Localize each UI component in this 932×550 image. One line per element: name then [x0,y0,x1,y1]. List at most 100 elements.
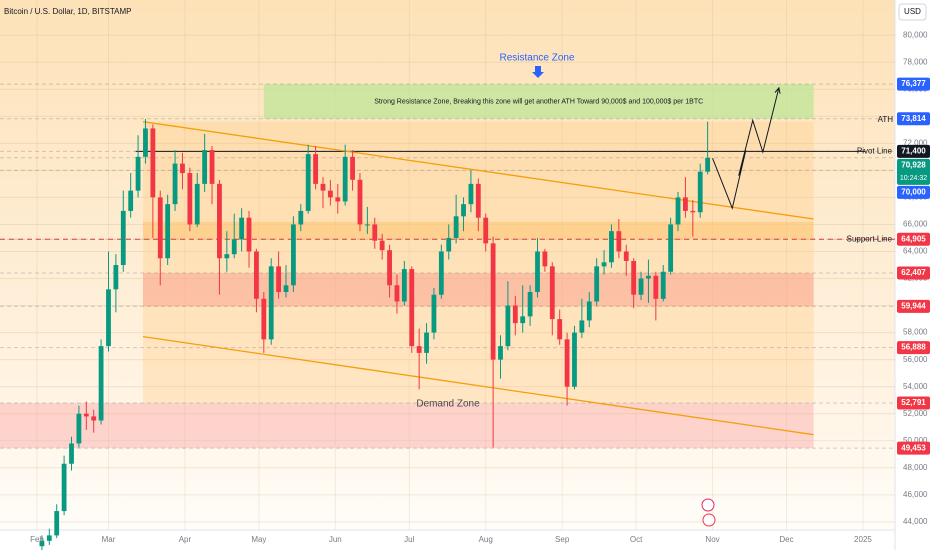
event-icon [701,498,715,512]
candle-body [483,217,489,244]
candle-body [572,332,577,387]
y-tick-label: 66,000 [903,220,928,229]
annotation: Demand Zone [416,399,480,410]
candle-body [165,204,171,259]
candle-body [601,262,607,267]
candle-body [172,163,178,205]
candle-body [364,224,370,226]
candle-body [557,319,563,340]
candle-body [653,275,659,299]
candle-body [424,332,429,353]
price-badge-label: 59,944 [901,301,926,310]
price-badge-label: 64,905 [901,234,926,243]
x-tick-label: Aug [479,535,493,544]
currency[interactable]: USD [904,7,921,16]
candle-body [512,305,518,324]
candle-body [357,179,363,225]
price-badge-label: 52,791 [901,398,926,407]
zone [143,121,814,404]
projection-path [712,87,780,210]
x-tick-label: Apr [179,535,192,544]
price-badge [897,341,930,355]
candle-body [416,346,422,353]
x-tick-label: Jul [404,535,414,544]
price-badge [897,232,930,246]
candle-body [268,266,274,340]
price-badge [897,158,930,185]
projection-arrowhead [774,86,781,94]
annotation-arrow [532,66,544,78]
candle-body [128,190,134,211]
price-badge [897,441,930,455]
pivot-label: Pivot Line [857,147,893,156]
x-tick-label: Oct [630,535,643,544]
candle-body [564,339,570,387]
candle-body [313,154,318,184]
x-tick-label: Sep [555,535,570,544]
candle-body [705,157,711,172]
annotation: ATH [878,115,894,124]
candle-body [120,210,126,265]
y-tick-label: 52,000 [903,409,928,418]
candle-body [468,183,474,205]
candle-body [372,224,378,241]
price-badge-label: 76,377 [901,79,926,88]
chart-title: Bitcoin / U.S. Dollar, 1D, BITSTAMP [4,7,131,16]
y-tick-label: 46,000 [903,490,928,499]
candle-body [520,316,526,324]
candle-body [194,183,200,225]
candle-body [394,285,400,302]
time-axis-background [0,530,895,550]
candle-body [209,150,215,184]
candle-body [379,240,385,251]
channel-line [142,336,814,436]
candle-body [660,271,666,299]
candle-body [143,128,148,157]
candle-body [409,269,415,347]
candle-body [535,251,540,293]
x-tick-label: Mar [102,535,116,544]
price-badge-label: 71,400 [901,147,926,156]
support-label: Support Line [847,234,893,243]
candle-body [453,216,459,238]
candle-body [387,250,392,286]
price-badge [897,299,930,313]
candle-body [327,190,333,198]
candle-body [638,278,644,295]
price-badge [897,266,930,280]
candle-body [586,301,592,321]
candle-body [276,266,282,293]
candle-body [106,289,111,347]
candle-body [668,224,674,272]
candle-body [505,305,511,347]
y-tick-label: 56,000 [903,355,928,364]
candle-body [438,251,444,295]
candle-body [446,237,452,252]
candle-body [298,210,304,225]
candle-body [549,266,555,320]
y-tick-label: 78,000 [903,57,928,66]
candle-body [683,197,688,211]
y-tick-label: 58,000 [903,328,928,337]
countdown: 10:24:32 [900,175,927,182]
candle-body [631,260,637,295]
candle-body [350,156,355,180]
candle-body [69,443,74,464]
price-badge-label: 56,888 [901,343,926,352]
candle-body [135,156,141,191]
x-tick-label: Dec [779,535,793,544]
price-badge [897,396,930,410]
y-tick-label: 80,000 [903,30,928,39]
candle-body [39,540,45,547]
candle-body [83,413,89,417]
y-tick-label: 50,000 [903,436,928,445]
currency-button[interactable] [898,3,927,21]
candle-body [623,251,629,261]
annotation: Resistance Zone [499,53,574,64]
candle-body [113,265,119,290]
price-badge-label: 70,928 [901,161,926,170]
candle-body [254,251,259,299]
candle-body [697,171,703,213]
